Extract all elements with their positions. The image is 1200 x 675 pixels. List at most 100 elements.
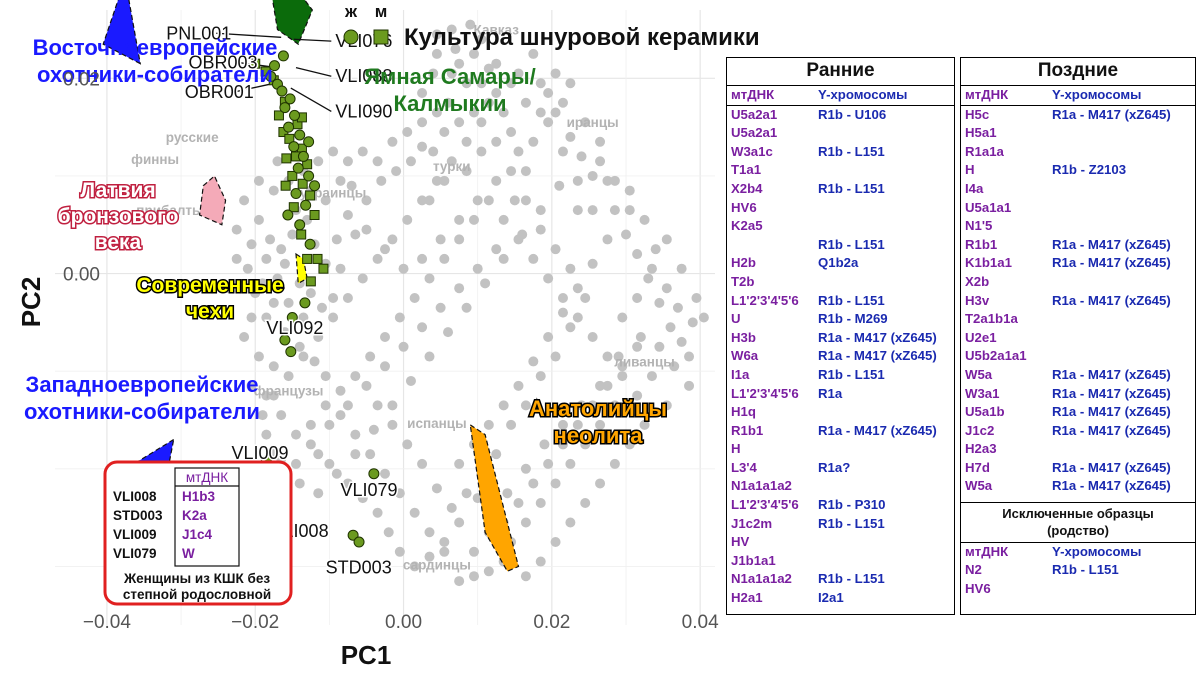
- reference-point: [431, 107, 442, 118]
- reference-point: [513, 146, 524, 157]
- reference-point: [342, 156, 353, 167]
- excluded-mt-cell: N2: [965, 562, 982, 578]
- reference-point: [439, 253, 450, 264]
- sample-leader-line: [290, 87, 332, 112]
- reference-point: [335, 385, 346, 396]
- table-early-mt-cell: HV: [731, 534, 750, 550]
- cwc-male-point: [305, 276, 316, 287]
- cwc-male-point: [250, 58, 261, 69]
- reference-point: [587, 170, 598, 181]
- reference-point: [380, 332, 390, 343]
- table-late-row: H3v R1a - M417 (xZ645): [961, 292, 1195, 311]
- reference-point: [276, 410, 287, 421]
- reference-point: [387, 136, 398, 147]
- table-early-y-cell: R1a: [818, 385, 843, 401]
- reference-point: [635, 332, 646, 343]
- reference-point: [609, 205, 620, 216]
- reference-point: [491, 87, 502, 98]
- reference-point: [320, 371, 331, 382]
- reference-point: [454, 234, 465, 245]
- reference-point: [372, 400, 383, 411]
- excluded-row: N2 R1b - L151: [961, 561, 1195, 580]
- table-early-row: HV6: [727, 199, 954, 218]
- table-early-mt-cell: [727, 236, 818, 255]
- reference-point: [268, 390, 279, 401]
- reference-point: [520, 195, 531, 206]
- legend-female-label: ж: [344, 2, 358, 21]
- reference-point: [272, 273, 283, 284]
- reference-point: [287, 229, 298, 240]
- reference-point: [361, 195, 372, 206]
- cwc-male-point: [281, 153, 292, 164]
- table-late-mt-cell: W5a: [965, 366, 993, 382]
- reference-point: [428, 68, 439, 79]
- reference-point: [535, 497, 546, 508]
- reference-point: [684, 380, 695, 391]
- population-label: турки: [433, 159, 471, 174]
- cwc-male-point: [284, 133, 295, 144]
- inset-header: мтДНК: [186, 470, 228, 485]
- table-early-row: L3'4 R1a?: [727, 459, 954, 478]
- reference-point: [543, 87, 554, 98]
- reference-point: [587, 258, 598, 269]
- table-early-rows: U5a2a1 R1b - U106 U5a2a1 W3a1c R1b - L151 T1a…: [727, 106, 954, 608]
- table-late-row: T2a1b1a: [961, 310, 1195, 329]
- table-early-row: X2b4 R1b - L151: [727, 180, 954, 199]
- inset-female-samples: мтДНК VLI008 H1b3 STD003 K2a VLI009 J1c4 VLI079…: [103, 460, 293, 606]
- sample-label: VLI090: [335, 101, 392, 121]
- reference-point: [454, 517, 465, 528]
- table-late-mt-cell: U5a1b: [965, 404, 1005, 420]
- reference-point: [357, 146, 368, 157]
- group-label: Анатолийцы: [529, 396, 667, 421]
- table-early-mt-cell: L1'2'3'4'5'6: [731, 292, 799, 308]
- reference-point: [313, 488, 324, 499]
- excluded-rows: N2 R1b - L151 HV6: [961, 561, 1195, 598]
- group-label: охотники-собиратели: [24, 399, 260, 424]
- table-early-row: R1b1 R1a - M417 (xZ645): [727, 422, 954, 441]
- reference-point: [476, 117, 487, 128]
- table-early-mt-cell: J1b1a1: [731, 552, 776, 568]
- reference-point: [528, 48, 539, 59]
- table-late-row: J1c2 R1a - M417 (xZ645): [961, 422, 1195, 441]
- reference-point: [646, 263, 657, 274]
- reference-point: [483, 566, 494, 577]
- reference-point: [305, 288, 316, 299]
- table-late-row: W5a R1a - M417 (xZ645): [961, 477, 1195, 496]
- table-late-row: U5a1b R1a - M417 (xZ645): [961, 403, 1195, 422]
- x-tick-label: −0.04: [83, 612, 132, 633]
- group-label: Западноевропейские: [26, 372, 259, 397]
- table-late-y-cell: R1a - M417 (xZ645): [1052, 422, 1171, 438]
- table-early-row: W3a1c R1b - L151: [727, 143, 954, 162]
- reference-point: [324, 458, 335, 469]
- inset-sample: VLI008: [113, 489, 157, 504]
- reference-point: [535, 107, 546, 118]
- table-early-row: I1a R1b - L151: [727, 366, 954, 385]
- reference-point: [565, 131, 576, 142]
- reference-point: [535, 205, 546, 216]
- reference-point: [294, 478, 305, 489]
- reference-point: [554, 180, 565, 191]
- reference-point: [454, 58, 465, 69]
- reference-point: [468, 107, 479, 118]
- reference-point: [417, 141, 428, 152]
- reference-point: [506, 166, 517, 177]
- reference-point: [543, 273, 554, 284]
- table-late-mt-cell: H5a1: [965, 125, 997, 141]
- table-early-y-cell: R1b - L151: [818, 236, 885, 252]
- axis-ticks: −0.04 −0.02 0.00 0.02 0.04 0.02 0.00 PC1 PC2: [16, 69, 719, 670]
- reference-point: [624, 205, 635, 216]
- table-early-y-cell: [818, 552, 954, 571]
- table-early-row: T2b: [727, 273, 954, 292]
- reference-point: [387, 400, 398, 411]
- reference-point: [350, 229, 361, 240]
- inset-mt: J1c4: [182, 527, 213, 542]
- x-tick-label: 0.04: [682, 612, 719, 633]
- inset-caption-line2: степной родословной: [123, 587, 271, 602]
- table-late-row: K1b1a1 R1a - M417 (xZ645): [961, 254, 1195, 273]
- reference-point: [520, 463, 531, 474]
- reference-point: [498, 400, 509, 411]
- table-early-row: H2b Q1b2a: [727, 254, 954, 273]
- reference-point: [587, 205, 598, 216]
- reference-point: [313, 449, 324, 460]
- table-early-col-mt: мтДНК: [731, 87, 775, 102]
